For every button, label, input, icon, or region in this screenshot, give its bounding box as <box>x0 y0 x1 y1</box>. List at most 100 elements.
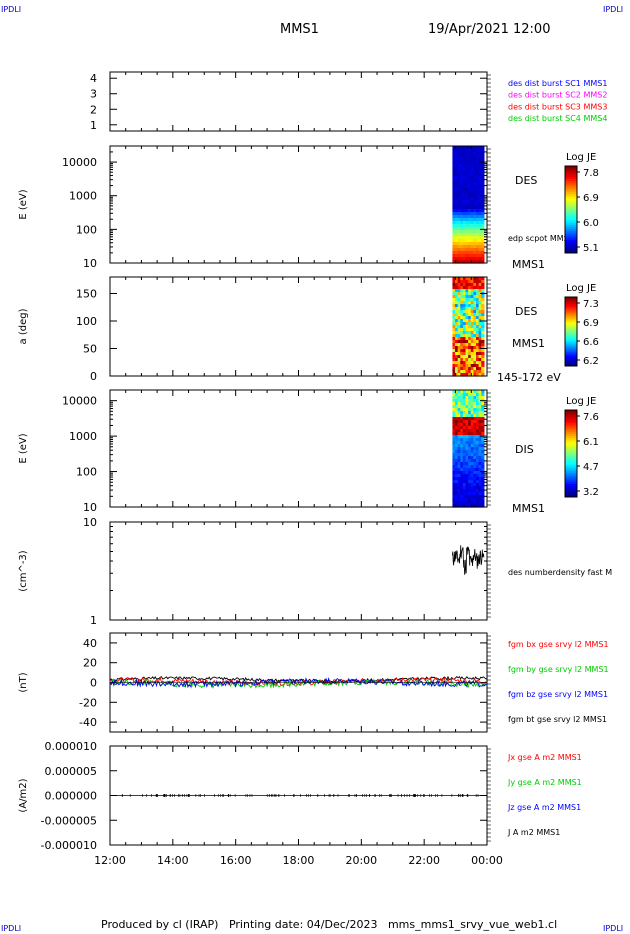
spectrogram-cell <box>457 325 461 329</box>
colorbar-segment <box>565 352 577 355</box>
colorbar-tick-label: 6.2 <box>583 356 599 367</box>
y-tick-label: 0.000010 <box>45 740 98 753</box>
spectrogram-cell <box>457 483 461 487</box>
colorbar-segment <box>565 233 577 237</box>
spectrogram-cell <box>465 423 469 427</box>
spectrogram-cell <box>465 245 469 249</box>
spectrogram-cell <box>481 474 485 478</box>
spectrogram-cell <box>455 301 459 305</box>
spectrogram-cell <box>462 319 467 323</box>
spectrogram-cell <box>478 405 482 409</box>
spectrogram-cell <box>481 489 485 493</box>
spectrogram-cell <box>462 212 467 216</box>
y-tick-label: 3 <box>90 88 97 101</box>
spectrogram-cell <box>481 215 485 219</box>
spectrogram-cell <box>452 248 456 252</box>
spectrogram-cell <box>478 420 482 424</box>
spectrogram-cell <box>468 361 472 365</box>
spectrogram-cell <box>457 346 461 350</box>
spectrogram-cell <box>481 185 485 189</box>
spectrogram-cell <box>468 319 472 323</box>
spectrogram-cell <box>460 408 464 412</box>
spectrogram-cell <box>452 417 456 421</box>
spectrogram-cell <box>470 304 474 308</box>
y-tick-label: 10000 <box>62 156 97 169</box>
colorbar-segment <box>565 468 577 472</box>
spectrogram-cell <box>455 328 459 332</box>
spectrogram-cell <box>476 158 480 162</box>
spectrogram-cell <box>462 260 467 264</box>
spectrogram-cell <box>476 230 480 234</box>
spectrogram-cell <box>457 170 461 174</box>
spectrogram-cell <box>465 361 469 365</box>
spectrogram-cell <box>460 495 464 499</box>
spectrogram-cell <box>462 307 467 311</box>
spectrogram-cell <box>462 432 467 436</box>
spectrogram-cell <box>460 170 464 174</box>
spectrogram-cell <box>481 408 485 412</box>
colorbar-segment <box>565 321 577 324</box>
spectrogram-cell <box>465 298 469 302</box>
colorbar-segment <box>565 431 577 435</box>
spectrogram-cell <box>478 218 482 222</box>
spectrogram-cell <box>473 215 477 219</box>
spectrogram-cell <box>476 301 480 305</box>
spectrogram-cell <box>473 206 477 210</box>
y-tick-label: 100 <box>76 315 97 328</box>
spectrogram-cell <box>455 316 459 320</box>
spectrogram-cell <box>462 233 467 237</box>
spectrogram-cell <box>452 420 456 424</box>
spectrogram-cell <box>452 390 456 394</box>
spectrogram-cell <box>478 465 482 469</box>
colorbar-tick-label: 6.6 <box>583 337 599 348</box>
spectrogram-cell <box>476 364 480 368</box>
legend-entry: des dist burst SC4 MMS4 <box>508 114 607 123</box>
colorbar-segment <box>565 331 577 334</box>
spectrogram-cell <box>481 310 485 314</box>
spectrogram-cell <box>455 325 459 329</box>
colorbar-segment <box>565 181 577 184</box>
panel-frame-0 <box>109 71 488 132</box>
spectrogram-cell <box>457 233 461 237</box>
spectrogram-cell <box>457 251 461 255</box>
spectrogram-cell <box>465 185 469 189</box>
colorbar-segment <box>565 483 577 487</box>
spectrogram-cell <box>470 307 474 311</box>
spectrogram-cell <box>481 221 485 225</box>
spectrogram-cell <box>481 167 485 171</box>
spectrogram-cell <box>478 462 482 466</box>
spectrogram-cell <box>462 215 467 219</box>
spectrogram-cell <box>473 343 477 347</box>
spectrogram-cell <box>468 498 472 502</box>
spectrogram-cell <box>465 462 469 466</box>
spectrogram-cell <box>470 334 474 338</box>
colorbar-segment <box>565 414 577 418</box>
spectrogram-cell <box>455 280 459 284</box>
spectrogram-cell <box>473 420 477 424</box>
spectrogram-cell <box>457 361 461 365</box>
spectrogram-cell <box>455 399 459 403</box>
spectrogram-cell <box>462 444 467 448</box>
spectrogram-cell <box>470 215 474 219</box>
spectrogram-cell <box>460 483 464 487</box>
spectrogram-cell <box>478 203 482 207</box>
spectrogram-cell <box>470 221 474 225</box>
spectrogram-cell <box>460 260 464 264</box>
spectrogram-cell <box>470 340 474 344</box>
spectrogram-cell <box>457 286 461 290</box>
spectrogram-cell <box>455 283 459 287</box>
spectrogram-cell <box>462 304 467 308</box>
y-tick-label: 1000 <box>69 430 97 443</box>
spectrogram-cell <box>481 367 485 371</box>
spectrogram-cell <box>455 173 459 177</box>
spectrogram-cell <box>457 432 461 436</box>
spectrogram-cell <box>468 501 472 505</box>
spectrogram-cell <box>452 370 456 374</box>
spectrogram-cell <box>476 289 480 293</box>
spectrogram-cell <box>462 337 467 341</box>
spectrogram-cell <box>481 325 485 329</box>
spectrogram-cell <box>462 435 467 439</box>
spectrogram-cell <box>455 438 459 442</box>
colorbar-segment <box>565 449 577 452</box>
spectrogram-cell <box>468 206 472 210</box>
